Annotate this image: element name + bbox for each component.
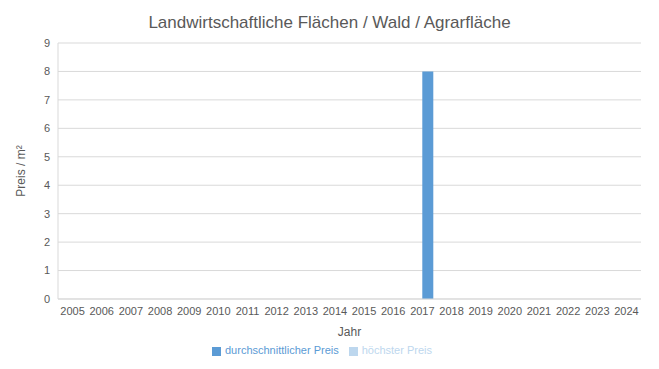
svg-text:2015: 2015 — [352, 305, 376, 317]
html-text:Landwirtschaftliche Flächen /: Landwirtschaftliche Flächen / Wald / Agr… — [148, 13, 511, 32]
svg-text:4: 4 — [44, 179, 50, 191]
svg-text:2008: 2008 — [148, 305, 172, 317]
svg-text:2022: 2022 — [556, 305, 580, 317]
svg-text:2: 2 — [44, 236, 50, 248]
svg-text:2010: 2010 — [206, 305, 230, 317]
svg-text:2014: 2014 — [323, 305, 347, 317]
svg-text:2007: 2007 — [119, 305, 143, 317]
svg-text:2018: 2018 — [439, 305, 463, 317]
svg-text:Preis / m²: Preis / m² — [14, 145, 28, 196]
svg-text:2024: 2024 — [614, 305, 638, 317]
html-text:durchschnittlicher Preis: durchschnittlicher Preis — [225, 344, 339, 356]
svg-text:3: 3 — [44, 208, 50, 220]
svg-text:2021: 2021 — [527, 305, 551, 317]
svg-text:2013: 2013 — [294, 305, 318, 317]
svg-text:2020: 2020 — [498, 305, 522, 317]
svg-text:2012: 2012 — [264, 305, 288, 317]
svg-text:2017: 2017 — [410, 305, 434, 317]
svg-text:2019: 2019 — [468, 305, 492, 317]
svg-text:0: 0 — [44, 293, 50, 305]
svg-text:5: 5 — [44, 151, 50, 163]
svg-text:8: 8 — [44, 65, 50, 77]
svg-text:2011: 2011 — [236, 305, 260, 317]
svg-text:2006: 2006 — [89, 305, 113, 317]
svg-text:7: 7 — [44, 94, 50, 106]
svg-text:9: 9 — [44, 38, 50, 49]
svg-text:2009: 2009 — [177, 305, 201, 317]
svg-text:2016: 2016 — [381, 305, 405, 317]
svg-text:2005: 2005 — [60, 305, 84, 317]
svg-text:2023: 2023 — [585, 305, 609, 317]
svg-text:1: 1 — [44, 264, 50, 276]
svg-text:6: 6 — [44, 122, 50, 134]
html-text:höchster Preis: höchster Preis — [361, 344, 432, 356]
svg-text:Jahr: Jahr — [338, 325, 361, 339]
